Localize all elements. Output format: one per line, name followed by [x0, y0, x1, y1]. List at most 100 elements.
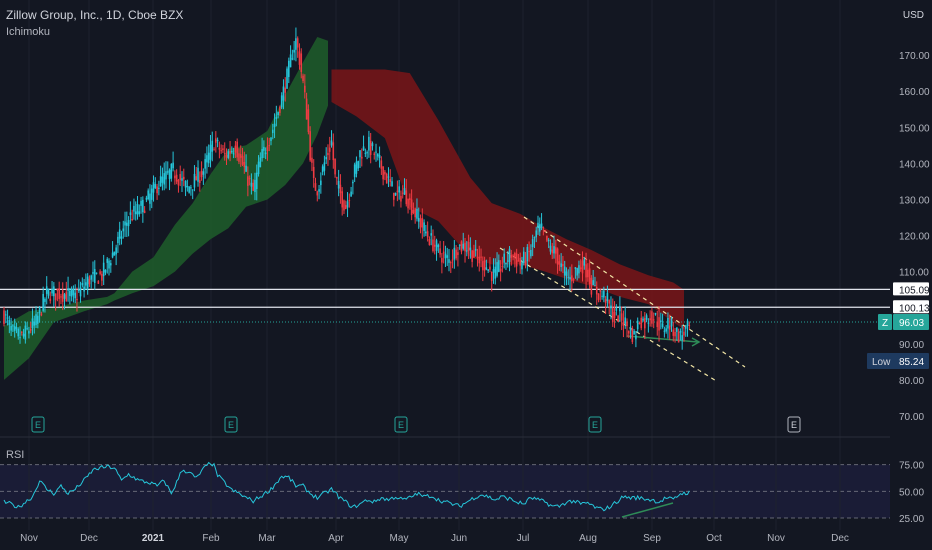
candle-body[interactable] — [441, 257, 443, 263]
candle-body[interactable] — [398, 186, 400, 193]
candle-body[interactable] — [494, 266, 497, 279]
candle-body[interactable] — [670, 318, 673, 327]
candle-body[interactable] — [373, 153, 376, 155]
candle-body[interactable] — [152, 182, 155, 193]
candle-body[interactable] — [348, 200, 351, 202]
candle-body[interactable] — [92, 271, 94, 274]
candle-body[interactable] — [457, 252, 459, 256]
candle-body[interactable] — [197, 167, 199, 182]
candle-body[interactable] — [218, 147, 221, 150]
candle-body[interactable] — [510, 254, 513, 258]
candle-body[interactable] — [661, 323, 664, 327]
candle-body[interactable] — [31, 318, 34, 329]
candle-body[interactable] — [665, 328, 667, 332]
candle-body[interactable] — [241, 155, 244, 165]
candle-body[interactable] — [414, 208, 416, 218]
candle-body[interactable] — [255, 172, 258, 190]
candle-body[interactable] — [649, 318, 651, 321]
candle-body[interactable] — [133, 205, 135, 212]
candle-body[interactable] — [458, 244, 461, 246]
level-badge-1[interactable] — [893, 300, 929, 314]
candle-body[interactable] — [350, 191, 352, 197]
candle-body[interactable] — [291, 58, 294, 60]
candle-body[interactable] — [37, 315, 39, 324]
candle-body[interactable] — [156, 186, 158, 194]
level-badge-0[interactable] — [893, 282, 929, 296]
candle-body[interactable] — [528, 251, 530, 253]
candle-body[interactable] — [369, 140, 372, 155]
candle-body[interactable] — [93, 269, 96, 283]
candle-body[interactable] — [499, 268, 502, 272]
earnings-marker-4[interactable] — [787, 416, 801, 433]
candle-body[interactable] — [328, 147, 331, 152]
candle-body[interactable] — [647, 322, 650, 324]
candle-body[interactable] — [535, 230, 538, 238]
candle-body[interactable] — [364, 152, 367, 154]
candle-body[interactable] — [357, 160, 360, 169]
candle-body[interactable] — [629, 327, 632, 331]
candle-body[interactable] — [213, 149, 215, 151]
candle-body[interactable] — [482, 261, 484, 271]
candle-body[interactable] — [585, 264, 587, 278]
candle-body[interactable] — [305, 98, 308, 120]
earnings-marker-0[interactable] — [31, 416, 45, 433]
candle-body[interactable] — [474, 248, 477, 251]
candle-body[interactable] — [273, 123, 276, 128]
candle-body[interactable] — [138, 211, 141, 215]
candle-body[interactable] — [417, 217, 420, 222]
candle-body[interactable] — [10, 325, 12, 331]
candle-body[interactable] — [385, 173, 388, 184]
candle-body[interactable] — [186, 185, 189, 188]
candle-body[interactable] — [140, 200, 142, 206]
candle-body[interactable] — [442, 251, 445, 254]
candle-body[interactable] — [320, 180, 322, 186]
candle-body[interactable] — [312, 166, 315, 178]
candle-body[interactable] — [533, 237, 536, 239]
candle-body[interactable] — [667, 317, 669, 329]
candle-body[interactable] — [227, 151, 230, 159]
candle-body[interactable] — [366, 152, 368, 154]
candle-body[interactable] — [231, 150, 233, 153]
candle-body[interactable] — [74, 292, 76, 299]
candle-body[interactable] — [473, 250, 475, 258]
candle-body[interactable] — [243, 162, 246, 168]
candle-body[interactable] — [250, 182, 253, 187]
candle-body[interactable] — [490, 272, 493, 282]
candle-body[interactable] — [663, 330, 666, 332]
candle-body[interactable] — [149, 193, 151, 204]
candle-body[interactable] — [387, 176, 390, 178]
candle-body[interactable] — [581, 260, 584, 274]
candle-body[interactable] — [85, 282, 87, 286]
candle-body[interactable] — [127, 220, 130, 227]
candle-body[interactable] — [403, 188, 406, 195]
candle-body[interactable] — [460, 241, 463, 252]
candle-body[interactable] — [288, 60, 290, 77]
candle-body[interactable] — [449, 262, 452, 264]
candle-body[interactable] — [304, 85, 306, 93]
candle-body[interactable] — [644, 318, 646, 329]
candle-body[interactable] — [53, 286, 55, 297]
candle-body[interactable] — [451, 259, 454, 261]
candle-body[interactable] — [131, 218, 133, 221]
divergence-line-price[interactable] — [626, 335, 699, 343]
candle-body[interactable] — [549, 245, 552, 252]
candle-body[interactable] — [432, 239, 434, 252]
candle-body[interactable] — [576, 268, 578, 276]
candle-body[interactable] — [44, 298, 46, 302]
candle-body[interactable] — [571, 275, 573, 282]
candle-body[interactable] — [393, 192, 395, 200]
candle-body[interactable] — [29, 329, 32, 331]
candle-body[interactable] — [327, 152, 329, 156]
candle-body[interactable] — [6, 317, 9, 319]
candle-body[interactable] — [627, 331, 630, 334]
candle-body[interactable] — [569, 277, 571, 280]
candle-body[interactable] — [35, 314, 37, 326]
candle-body[interactable] — [296, 38, 299, 48]
candle-body[interactable] — [437, 244, 440, 248]
candle-body[interactable] — [594, 285, 596, 287]
candle-body[interactable] — [343, 200, 345, 211]
candle-body[interactable] — [193, 173, 196, 188]
candle-body[interactable] — [531, 239, 534, 247]
candle-body[interactable] — [466, 250, 468, 252]
